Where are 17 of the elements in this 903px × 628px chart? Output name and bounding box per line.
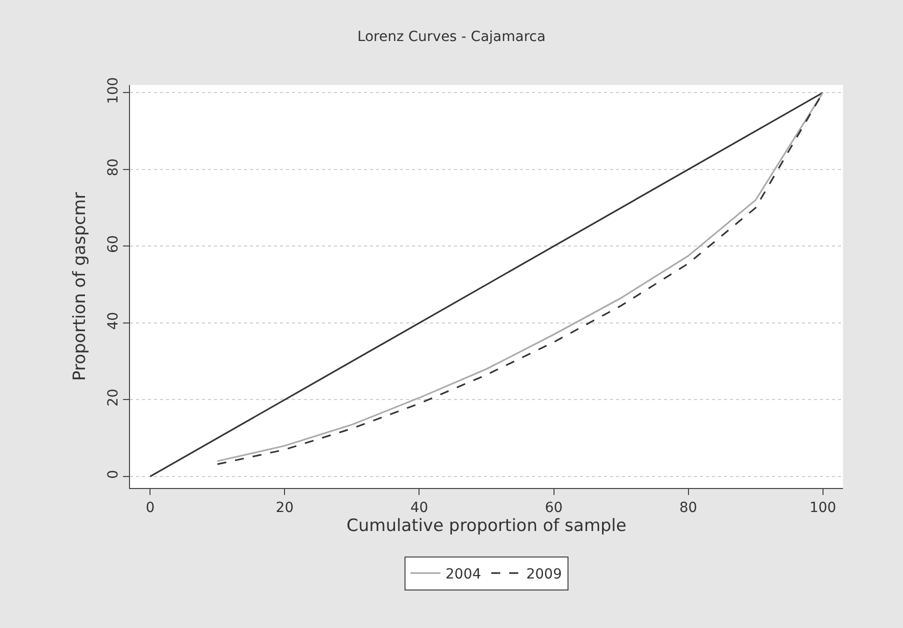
x-tick-label: 100 <box>809 500 836 516</box>
x-axis-title: Cumulative proportion of sample <box>346 516 626 536</box>
x-tick-label: 0 <box>146 500 155 516</box>
y-tick-label: 100 <box>105 77 122 104</box>
x-tick-label: 20 <box>276 500 294 516</box>
y-tick-label: 80 <box>105 158 122 176</box>
chart-title: Lorenz Curves - Cajamarca <box>357 29 546 46</box>
y-tick-label: 40 <box>105 312 122 330</box>
y-axis-title: Proportion of gaspcmr <box>70 192 90 381</box>
y-tick-label: 0 <box>105 470 122 479</box>
y-tick-label: 20 <box>105 388 122 407</box>
y-tick-label: 60 <box>105 235 122 254</box>
x-tick-label: 40 <box>410 500 428 516</box>
legend-label: 2009 <box>526 566 562 583</box>
x-tick-label: 60 <box>544 500 563 516</box>
x-tick-label: 80 <box>679 500 698 516</box>
legend-label: 2004 <box>446 566 482 583</box>
